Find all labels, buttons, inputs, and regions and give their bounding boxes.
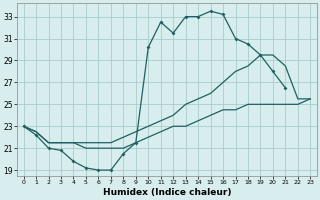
X-axis label: Humidex (Indice chaleur): Humidex (Indice chaleur) xyxy=(103,188,231,197)
